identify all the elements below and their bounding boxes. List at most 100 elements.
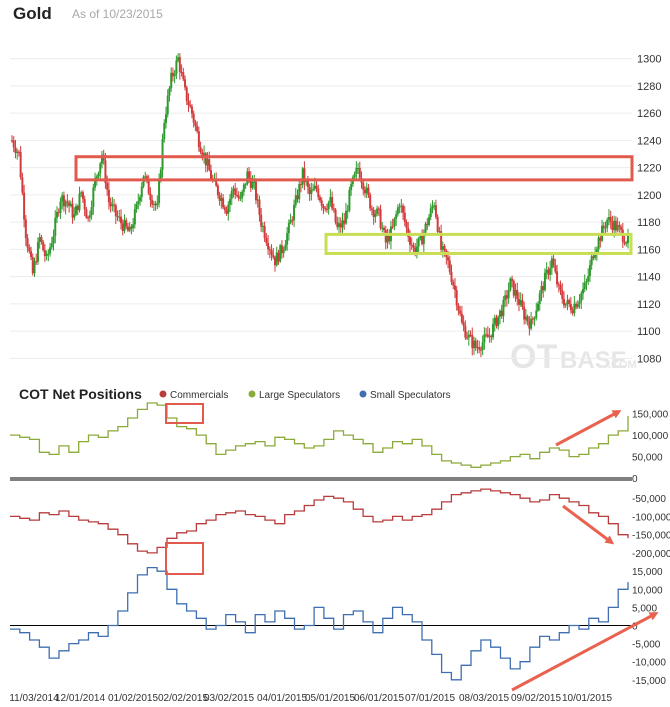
candle-body	[485, 334, 488, 336]
candle-body	[180, 72, 183, 74]
candle-body	[552, 258, 555, 266]
x-axis-label: 05/01/2015	[305, 693, 355, 704]
candle-body	[216, 185, 219, 195]
candle-body	[357, 168, 360, 170]
candle-body	[447, 257, 450, 261]
candle-body	[324, 207, 327, 210]
candle-body	[313, 185, 316, 189]
x-axis-label: 03/02/2015	[204, 693, 254, 704]
candle-body	[395, 214, 398, 219]
legend-label: Commercials	[170, 390, 228, 401]
candle-body	[42, 241, 45, 251]
x-axis-label: 10/01/2015	[562, 693, 612, 704]
candle-body	[350, 184, 353, 190]
candle-body	[61, 195, 64, 202]
candle-body	[320, 200, 323, 206]
candle-body	[627, 234, 629, 243]
x-axis-label: 01/02/2015	[108, 693, 158, 704]
candle-body	[254, 181, 257, 201]
candle-body	[144, 176, 147, 178]
candle-body	[118, 216, 121, 218]
candle-body	[613, 220, 616, 231]
candle-body	[97, 173, 100, 177]
candle-body	[159, 169, 162, 181]
candle-body	[571, 310, 574, 314]
candle-body	[312, 188, 315, 190]
candle-body	[208, 159, 211, 171]
x-axis-label: 08/03/2015	[459, 693, 509, 704]
candle-body	[189, 104, 192, 107]
candle-body	[30, 251, 33, 258]
candle-body	[265, 237, 268, 244]
price-zones	[74, 155, 634, 255]
candle-body	[220, 197, 223, 201]
candle-body	[469, 334, 472, 336]
candle-body	[43, 250, 46, 257]
legend-dot	[248, 390, 256, 398]
candle-body	[625, 242, 628, 244]
as-of-date: As of 10/23/2015	[72, 7, 163, 21]
candle-body	[542, 286, 545, 291]
candle-body	[564, 304, 567, 306]
candle-body	[19, 151, 22, 178]
candle-body	[602, 225, 605, 228]
candle-body	[592, 256, 595, 258]
candle-body	[562, 298, 565, 306]
candle-body	[597, 237, 600, 250]
candle-body	[66, 201, 69, 203]
candle-body	[479, 349, 482, 351]
candle-body	[291, 219, 294, 221]
candle-body	[476, 347, 479, 349]
candle-body	[218, 194, 221, 201]
candle-body	[497, 316, 500, 327]
candle-body	[154, 203, 157, 206]
candle-body	[383, 227, 386, 231]
candle-body	[464, 325, 467, 338]
watermark-ot: OT	[510, 338, 557, 376]
cot-y-tick: -150,000	[632, 531, 670, 542]
candle-body	[543, 272, 546, 291]
candle-body	[498, 310, 501, 317]
candle-body	[26, 238, 29, 248]
candle-body	[35, 261, 38, 263]
candle-body	[526, 316, 529, 322]
candle-body	[125, 220, 128, 227]
candle-body	[486, 334, 489, 337]
candle-body	[36, 242, 39, 262]
candle-body	[196, 125, 199, 132]
candle-body	[588, 265, 591, 277]
cot-y-tick: -15,000	[632, 676, 666, 687]
candle-body	[578, 301, 581, 304]
cot-line-small-speculators	[10, 566, 629, 681]
candle-body	[286, 233, 289, 245]
candle-body	[178, 57, 181, 73]
candle-body	[282, 249, 285, 254]
candle-body	[163, 122, 166, 140]
trend-arrows	[511, 410, 659, 692]
candle-body	[190, 106, 193, 114]
candle-body	[618, 225, 621, 227]
candle-body	[492, 324, 495, 338]
cot-y-tick-labels: 0 50,000 100,000 150,000 -50,000 -100,000 -150…	[632, 410, 670, 687]
candle-body	[407, 228, 410, 237]
candle-body	[550, 258, 553, 269]
x-axis-label: 06/01/2015	[354, 693, 404, 704]
candle-body	[64, 201, 67, 207]
legend-dot	[159, 390, 167, 398]
candle-body	[248, 171, 251, 178]
candle-body	[441, 246, 444, 250]
candle-body	[177, 57, 180, 61]
candle-body	[270, 250, 273, 255]
candle-body	[184, 79, 187, 88]
candle-body	[457, 305, 460, 311]
candle-body	[87, 217, 90, 219]
cot-callouts	[165, 403, 204, 575]
candle-body	[187, 101, 190, 105]
candle-body	[504, 295, 507, 301]
candle-body	[511, 278, 514, 281]
candle-body	[279, 245, 282, 262]
candle-body	[556, 271, 559, 285]
candle-body	[325, 209, 328, 211]
candle-body	[121, 223, 124, 231]
